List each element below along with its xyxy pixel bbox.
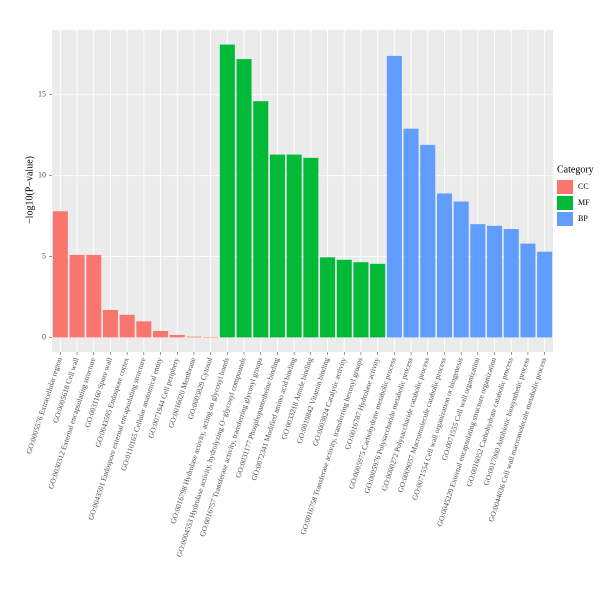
bar <box>470 224 485 337</box>
bar <box>287 155 302 338</box>
bar <box>237 59 252 337</box>
bar <box>220 45 235 338</box>
bar <box>370 264 385 338</box>
bar <box>537 252 552 338</box>
y-tick-label: 5 <box>42 251 46 260</box>
bar <box>153 331 168 337</box>
bar <box>487 226 502 338</box>
legend-label: MF <box>578 198 590 207</box>
bar <box>70 255 85 338</box>
bar <box>270 155 285 338</box>
bar <box>437 193 452 337</box>
bar <box>186 337 201 338</box>
bar <box>454 202 469 338</box>
legend-label: CC <box>578 182 589 191</box>
bar <box>253 101 268 337</box>
bar <box>504 229 519 337</box>
bar <box>520 244 535 338</box>
legend-label: BP <box>578 214 588 223</box>
legend-key <box>557 212 573 226</box>
bar <box>120 315 135 338</box>
y-axis-label: −log10(P−value) <box>24 156 35 224</box>
bar <box>404 129 419 338</box>
y-tick-label: 15 <box>38 90 46 99</box>
bar <box>337 260 352 338</box>
bar <box>86 255 101 338</box>
legend-key <box>557 180 573 194</box>
y-tick-label: 10 <box>38 170 46 179</box>
bar <box>170 335 185 337</box>
bar <box>103 310 118 338</box>
legend-title: Category <box>557 164 594 175</box>
y-tick-label: 0 <box>42 332 46 341</box>
bar <box>53 211 68 337</box>
bar <box>136 321 151 337</box>
legend-key <box>557 196 573 210</box>
bar <box>353 262 368 337</box>
bar <box>320 257 335 337</box>
bar <box>387 56 402 338</box>
bar <box>303 158 318 338</box>
bar <box>420 145 435 338</box>
